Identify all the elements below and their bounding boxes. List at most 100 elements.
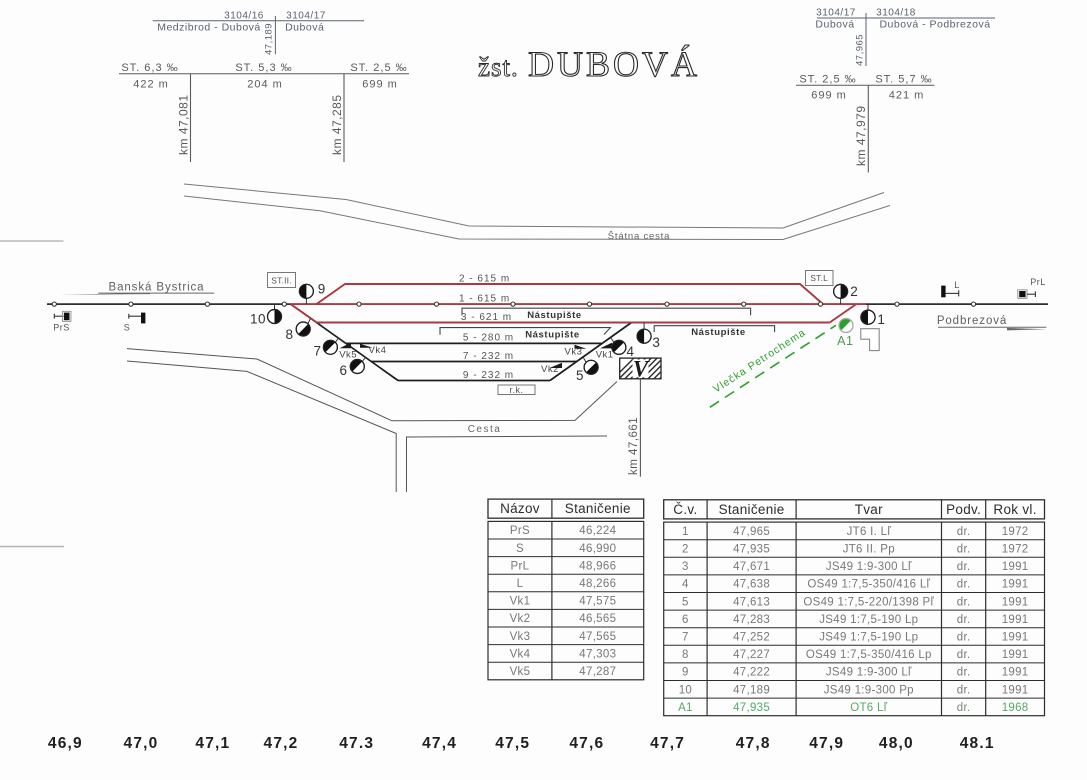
svg-text:47,227: 47,227 <box>733 649 770 661</box>
svg-text:1: 1 <box>682 526 689 538</box>
svg-text:km 47,979: km 47,979 <box>854 105 868 166</box>
svg-text:422 m: 422 m <box>133 79 169 91</box>
svg-text:PrS: PrS <box>53 323 70 333</box>
svg-text:3: 3 <box>682 561 689 573</box>
svg-text:3: 3 <box>652 335 660 350</box>
svg-text:1991: 1991 <box>1002 684 1029 696</box>
svg-text:dr.: dr. <box>957 614 971 626</box>
svg-text:3104/16: 3104/16 <box>224 11 264 22</box>
svg-text:Nástupište: Nástupište <box>527 310 582 321</box>
svg-text:47,9: 47,9 <box>809 735 844 752</box>
svg-text:dr.: dr. <box>957 632 971 644</box>
svg-text:Nástupište: Nástupište <box>691 327 746 338</box>
svg-text:PrL: PrL <box>511 560 530 572</box>
svg-text:47,252: 47,252 <box>733 632 770 644</box>
svg-text:Tvar: Tvar <box>855 502 883 517</box>
svg-text:1 - 615 m: 1 - 615 m <box>459 294 510 305</box>
svg-text:OS49 1:7,5-220/1398 Pľ: OS49 1:7,5-220/1398 Pľ <box>803 596 934 608</box>
svg-text:7: 7 <box>682 632 689 644</box>
svg-text:Č.v.: Č.v. <box>673 502 697 517</box>
svg-text:Vk5: Vk5 <box>510 666 531 678</box>
svg-text:47,638: 47,638 <box>733 579 770 591</box>
svg-text:Vk4: Vk4 <box>510 648 531 660</box>
svg-text:dr.: dr. <box>957 649 971 661</box>
svg-text:OS49 1:7,5-350/416 Lp: OS49 1:7,5-350/416 Lp <box>806 649 932 661</box>
svg-text:7: 7 <box>314 344 322 359</box>
svg-text:DUBOVÁ: DUBOVÁ <box>528 44 700 84</box>
svg-text:Podbrezová: Podbrezová <box>937 315 1007 327</box>
svg-text:9 - 232 m: 9 - 232 m <box>463 370 514 381</box>
svg-text:1991: 1991 <box>1002 561 1029 573</box>
svg-text:1972: 1972 <box>1002 526 1029 538</box>
svg-text:47,283: 47,283 <box>733 614 770 626</box>
svg-text:JT6 II. Pp: JT6 II. Pp <box>843 544 895 556</box>
svg-text:Rok vl.: Rok vl. <box>993 502 1036 517</box>
svg-text:dr.: dr. <box>957 596 971 608</box>
svg-text:Vk1: Vk1 <box>596 349 614 360</box>
svg-text:ST. 5,7 ‰: ST. 5,7 ‰ <box>875 74 932 86</box>
svg-text:1972: 1972 <box>1002 544 1029 556</box>
svg-text:ST. 2,5 ‰: ST. 2,5 ‰ <box>350 62 407 74</box>
svg-text:47,303: 47,303 <box>579 648 616 660</box>
svg-text:S: S <box>516 543 524 555</box>
svg-text:47,8: 47,8 <box>736 735 771 752</box>
svg-text:Štátna cesta: Štátna cesta <box>608 231 670 242</box>
svg-text:47,222: 47,222 <box>733 667 770 679</box>
svg-text:47,965: 47,965 <box>733 526 770 538</box>
svg-text:1968: 1968 <box>1002 702 1029 714</box>
svg-text:1991: 1991 <box>1002 596 1029 608</box>
svg-text:Banská Bystrica: Banská Bystrica <box>109 282 205 294</box>
svg-text:9: 9 <box>318 281 326 296</box>
svg-text:Dubová - Podbrezová: Dubová - Podbrezová <box>879 19 990 31</box>
svg-text:46,565: 46,565 <box>579 613 616 625</box>
svg-text:S: S <box>124 323 131 333</box>
svg-text:1: 1 <box>877 312 885 327</box>
svg-text:47,935: 47,935 <box>733 702 770 714</box>
svg-text:1991: 1991 <box>1002 667 1029 679</box>
svg-text:JS49 1:9-300 Lľ: JS49 1:9-300 Lľ <box>826 561 912 573</box>
svg-text:km 47,285: km 47,285 <box>330 94 344 155</box>
svg-text:ST. 2,5 ‰: ST. 2,5 ‰ <box>799 74 856 86</box>
svg-text:Nástupište: Nástupište <box>525 330 580 341</box>
svg-text:699 m: 699 m <box>811 90 847 102</box>
svg-text:žst.: žst. <box>478 52 519 82</box>
svg-text:8: 8 <box>682 649 689 661</box>
svg-text:ST.L: ST.L <box>810 273 828 283</box>
svg-text:ST. 6,3 ‰: ST. 6,3 ‰ <box>121 62 178 74</box>
svg-text:47,189: 47,189 <box>733 684 770 696</box>
svg-text:3104/18: 3104/18 <box>876 8 916 19</box>
svg-text:dr.: dr. <box>957 544 971 556</box>
svg-text:48,266: 48,266 <box>579 578 616 590</box>
svg-text:Dubová: Dubová <box>815 19 854 31</box>
svg-text:Vk2: Vk2 <box>541 364 559 375</box>
svg-text:JS49 1:9-300 Lľ: JS49 1:9-300 Lľ <box>826 667 912 679</box>
svg-text:dr.: dr. <box>957 526 971 538</box>
svg-text:4: 4 <box>627 344 635 359</box>
svg-text:3104/17: 3104/17 <box>816 8 856 19</box>
svg-text:A1: A1 <box>837 334 853 348</box>
svg-text:7 - 232 m: 7 - 232 m <box>463 351 514 362</box>
svg-text:Vk3: Vk3 <box>565 347 583 358</box>
svg-text:JS49 1:7,5-190 Lp: JS49 1:7,5-190 Lp <box>819 614 918 626</box>
svg-text:km 47,661: km 47,661 <box>628 417 640 475</box>
svg-text:47,565: 47,565 <box>579 631 616 643</box>
svg-text:dr.: dr. <box>957 684 971 696</box>
svg-text:L: L <box>517 578 524 590</box>
svg-text:1991: 1991 <box>1002 614 1029 626</box>
svg-text:6: 6 <box>340 363 348 378</box>
svg-text:JS49 1:9-300 Pp: JS49 1:9-300 Pp <box>824 684 914 696</box>
svg-text:Dubová: Dubová <box>285 22 324 34</box>
svg-text:47,189: 47,189 <box>264 23 275 55</box>
svg-text:1991: 1991 <box>1002 649 1029 661</box>
svg-text:8: 8 <box>286 327 294 342</box>
svg-text:47,965: 47,965 <box>855 34 866 66</box>
svg-text:4: 4 <box>682 579 689 591</box>
svg-text:JS49 1:7,5-190 Lp: JS49 1:7,5-190 Lp <box>819 632 918 644</box>
svg-text:Názov: Názov <box>500 501 540 516</box>
svg-text:2: 2 <box>850 284 858 299</box>
svg-text:46,224: 46,224 <box>579 525 616 537</box>
svg-text:46,990: 46,990 <box>579 543 616 555</box>
svg-text:9: 9 <box>682 667 689 679</box>
svg-text:r.k.: r.k. <box>509 385 523 395</box>
svg-text:204 m: 204 m <box>247 79 283 91</box>
